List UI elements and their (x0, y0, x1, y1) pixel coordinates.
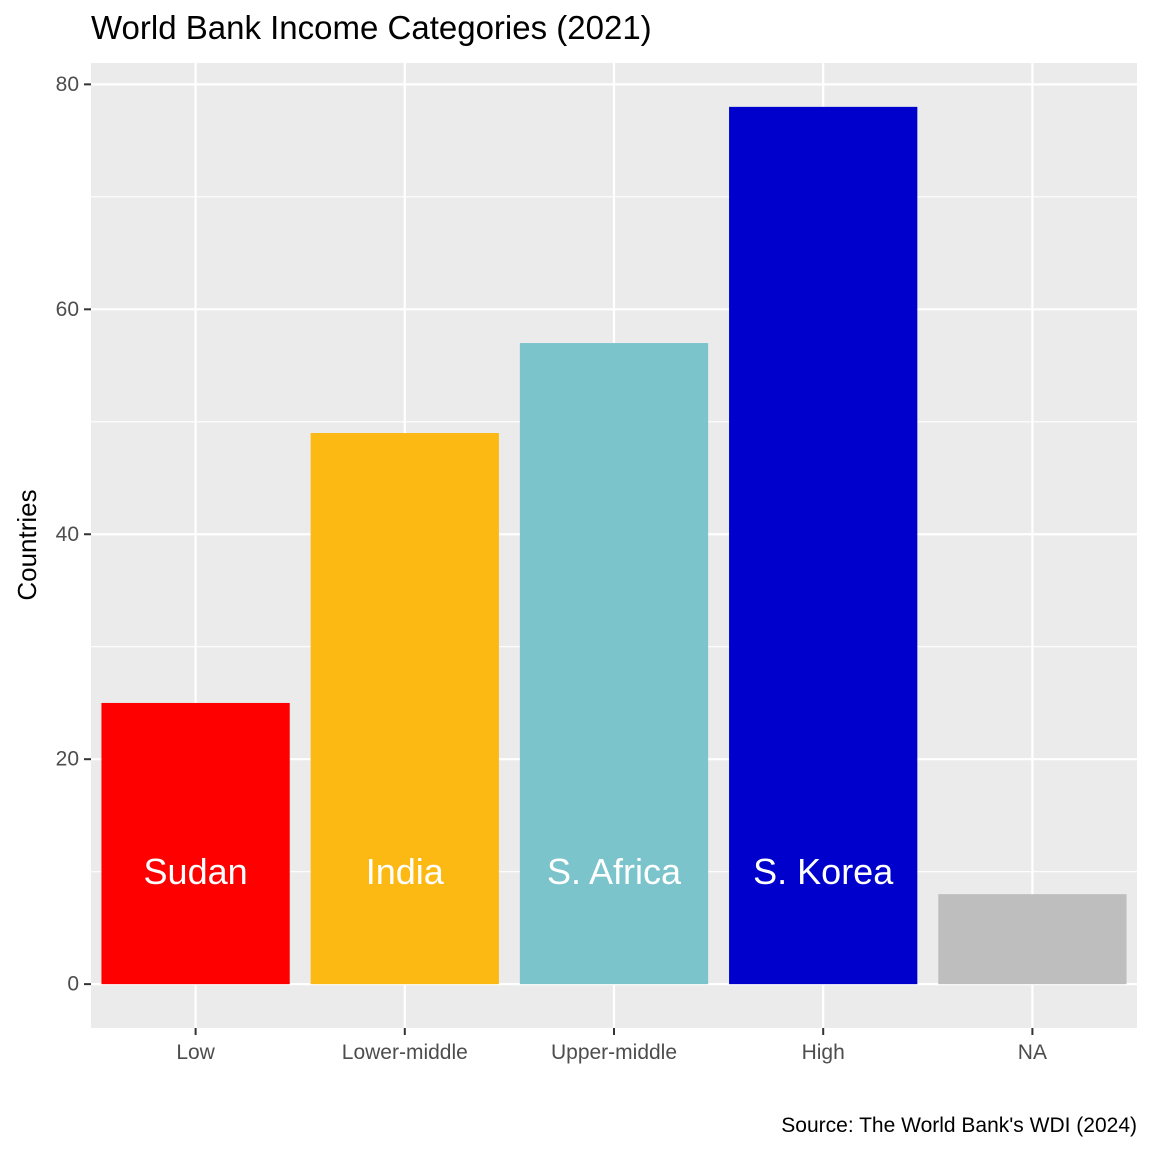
y-axis-title: Countries (12, 489, 42, 600)
y-axis: 0 20 40 60 80 (56, 73, 91, 996)
x-tick-label: Low (176, 1041, 215, 1064)
bar-labels: Sudan India S. Africa S. Korea (144, 851, 895, 892)
bar-label: S. Africa (547, 851, 682, 892)
x-tick-label: High (802, 1041, 845, 1064)
bar-high (729, 106, 918, 985)
y-tick-label: 20 (56, 748, 79, 771)
x-tick-label: Lower-middle (342, 1041, 468, 1064)
bar-low (101, 702, 290, 985)
bar-label: S. Korea (753, 851, 894, 892)
y-tick-label: 40 (56, 523, 79, 546)
bar-lower-middle (310, 433, 499, 985)
bar-na (938, 894, 1127, 985)
x-tick-label: NA (1018, 1041, 1047, 1064)
y-tick-label: 60 (56, 298, 79, 321)
bar-upper-middle (519, 343, 709, 985)
x-axis: Low Lower-middle Upper-middle High NA (176, 1028, 1047, 1064)
bar-label: Sudan (144, 851, 248, 892)
chart-title: World Bank Income Categories (2021) (91, 9, 652, 46)
source-caption: Source: The World Bank's WDI (2024) (781, 1114, 1137, 1137)
y-tick-label: 80 (56, 73, 79, 96)
bar-label: India (366, 851, 445, 892)
x-tick-label: Upper-middle (551, 1041, 677, 1064)
bars (101, 106, 1127, 985)
y-tick-label: 0 (67, 973, 79, 996)
